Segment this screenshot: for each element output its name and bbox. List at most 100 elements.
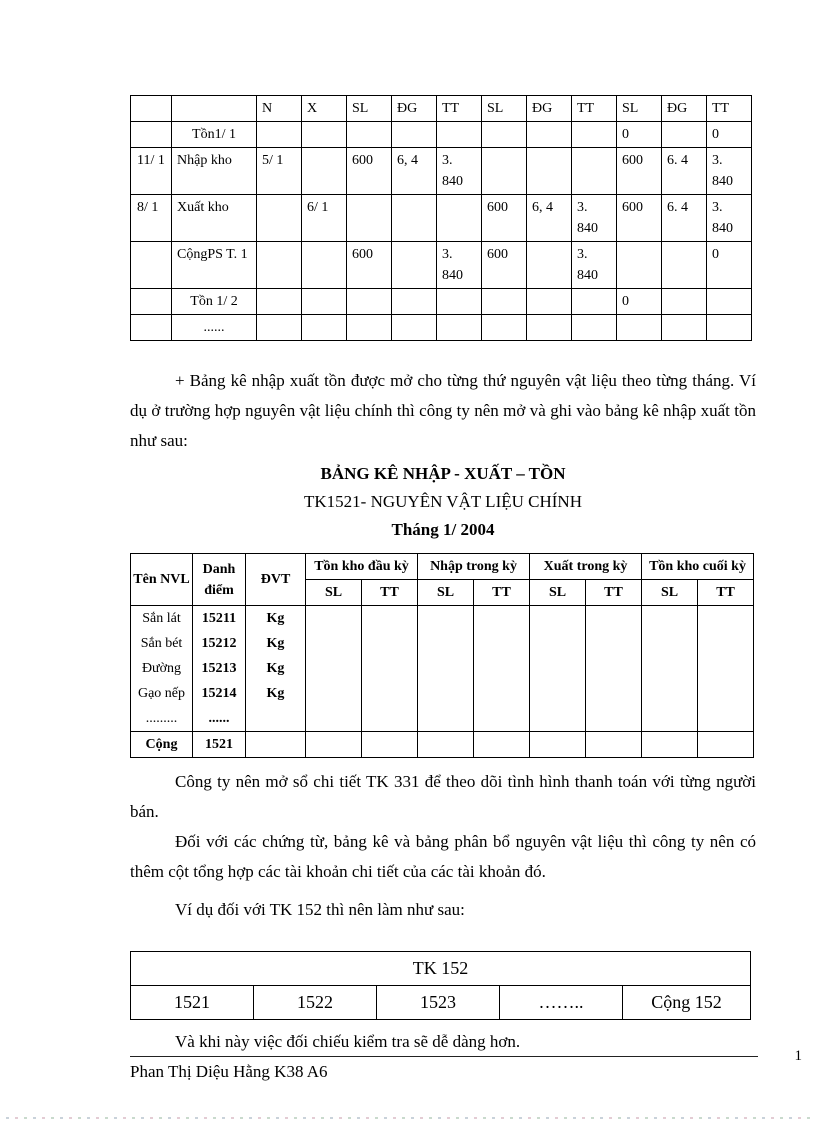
- table-cell: 1523: [376, 985, 500, 1020]
- table-cell: [571, 288, 617, 315]
- table-cell: [305, 706, 362, 732]
- table-cell: [256, 314, 302, 341]
- table-cell: SL: [616, 95, 662, 122]
- table-cell: [436, 288, 482, 315]
- table-cell: [641, 656, 699, 681]
- table-cell: [305, 605, 362, 631]
- table-cell: [697, 681, 755, 706]
- table-cell: 3. 840: [706, 147, 752, 195]
- paragraph-intro: + Bảng kê nhập xuất tồn được mở cho từng…: [130, 371, 756, 450]
- table-cell: 3. 840: [436, 147, 482, 195]
- col-group-ton-cuoi: Tồn kho cuối kỳ: [641, 553, 755, 580]
- table-cell: ......: [192, 706, 246, 732]
- table-cell: [481, 314, 527, 341]
- table-cell: [616, 241, 662, 289]
- table-cell: [301, 121, 347, 148]
- table-cell: [361, 631, 418, 656]
- table-cell: [661, 241, 707, 289]
- table-cell: ĐG: [526, 95, 572, 122]
- table-cell: [346, 121, 392, 148]
- report-titles: BẢNG KÊ NHẬP - XUẤT – TỒN TK1521- NGUYÊN…: [130, 460, 756, 544]
- table-cell: 1522: [253, 985, 377, 1020]
- table-cell: [472, 706, 531, 732]
- table-cell: [301, 288, 347, 315]
- table-cell: [529, 631, 587, 656]
- table-cell: [305, 656, 362, 681]
- table-cell: [571, 147, 617, 195]
- table-cell: [305, 681, 362, 706]
- col-sl: SL: [305, 579, 362, 606]
- table-cell: [571, 121, 617, 148]
- table-cell: [245, 706, 306, 732]
- table-cell: 0: [616, 288, 662, 315]
- table-cell: TK 152: [129, 951, 752, 986]
- table-cell: [417, 731, 474, 758]
- table-cell: 15214: [192, 681, 246, 706]
- table-cell: 600: [481, 241, 527, 289]
- table-cell: [616, 314, 662, 341]
- table-cell: Xuất kho: [171, 194, 257, 242]
- paragraph-chungtu: Đối với các chứng từ, bảng kê và bảng ph…: [130, 832, 756, 881]
- table-cell: 6, 4: [526, 194, 572, 242]
- table-cell: 3. 840: [706, 194, 752, 242]
- table-cell: [585, 656, 643, 681]
- table-cell: 3. 840: [436, 241, 482, 289]
- table-cell: N: [256, 95, 302, 122]
- table-cell: [301, 147, 347, 195]
- table-cell: 0: [706, 241, 752, 289]
- table-cell: [697, 656, 755, 681]
- table-cell: 6, 4: [391, 147, 437, 195]
- table-cell: [526, 288, 572, 315]
- table-cell: [361, 605, 418, 631]
- table-cell: [481, 121, 527, 148]
- table-cell: [529, 605, 587, 631]
- table-cell: Kg: [245, 681, 306, 706]
- table-cell: 0: [616, 121, 662, 148]
- table-cell: 15211: [192, 605, 246, 631]
- col-ten-nvl: Tên NVL: [130, 553, 193, 606]
- col-danh-diem: Danh điểm: [192, 553, 246, 606]
- table-cell: 3. 840: [571, 241, 617, 289]
- table-cell: Sắn lát: [130, 605, 193, 631]
- table-cell: [361, 656, 418, 681]
- footer-author: Phan Thị Diệu Hằng K38 A6: [130, 1062, 328, 1081]
- table-cell: [417, 706, 474, 732]
- table-cell: [417, 631, 474, 656]
- col-group-ton-dau: Tồn kho đầu kỳ: [305, 553, 418, 580]
- table-cell: [697, 731, 755, 758]
- table-cell: Kg: [245, 631, 306, 656]
- table-cell: 0: [706, 121, 752, 148]
- table-cell: [436, 314, 482, 341]
- table-cell: [585, 706, 643, 732]
- table-cell: ĐG: [661, 95, 707, 122]
- table-cell: TT: [571, 95, 617, 122]
- col-sl: SL: [529, 579, 587, 606]
- table-cell: 3. 840: [571, 194, 617, 242]
- col-dvt: ĐVT: [245, 553, 306, 606]
- table-cell: [436, 121, 482, 148]
- table-cell: CộngPS T. 1: [171, 241, 257, 289]
- table-cell: X: [301, 95, 347, 122]
- table-cell: [585, 731, 643, 758]
- table-cell: [585, 605, 643, 631]
- col-tt: TT: [697, 579, 755, 606]
- table-cell: 6/ 1: [301, 194, 347, 242]
- inventory-table-header: Tên NVL Danh điểm ĐVT Tồn kho đầu kỳ Nhậ…: [130, 553, 755, 606]
- table-cell: [661, 121, 707, 148]
- table-cell: [529, 681, 587, 706]
- table-cell: [256, 288, 302, 315]
- paragraph-conclusion: Và khi này việc đối chiếu kiểm tra sẽ dễ…: [175, 1032, 521, 1051]
- table-cell: Cộng 152: [621, 985, 752, 1020]
- table-cell: [256, 194, 302, 242]
- table-cell: 6. 4: [661, 194, 707, 242]
- table-cell: [641, 605, 699, 631]
- table-cell: Tồn 1/ 2: [171, 288, 257, 315]
- table-cell: [641, 631, 699, 656]
- table-cell: .........: [130, 706, 193, 732]
- col-group-nhap: Nhập trong kỳ: [416, 553, 531, 580]
- table-cell: [706, 288, 752, 315]
- table-cell: 15213: [192, 656, 246, 681]
- table-cell: [171, 95, 257, 122]
- table-cell: SL: [346, 95, 392, 122]
- table-cell: [417, 656, 474, 681]
